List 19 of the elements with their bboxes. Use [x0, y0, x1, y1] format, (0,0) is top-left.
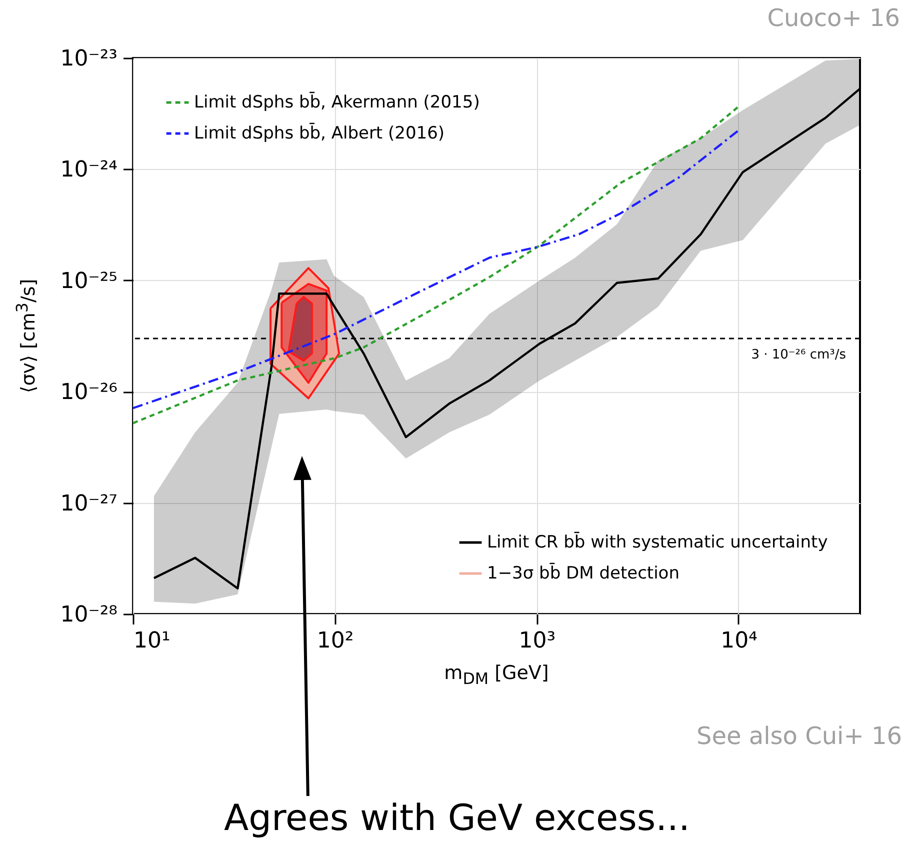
legend-label: Limit dSphs bb̄, Akermann (2015)	[194, 91, 480, 112]
x-axis-title: m$_{DM}$ [GeV]	[444, 662, 549, 688]
legend-label: 1−3σ bb̄ DM detection	[487, 562, 680, 584]
x-tick-label: 10³	[518, 628, 556, 654]
x-tick-label: 10²	[316, 628, 354, 654]
y-tick-label: 10⁻²³	[60, 46, 118, 72]
text: Cuoco+ 16	[767, 4, 900, 32]
legend-label: Limit CR bb̄ with systematic uncertainty	[487, 531, 828, 552]
y-tick-label: 10⁻²⁷	[60, 491, 118, 516]
y-tick-label: 10⁻²⁴	[60, 158, 118, 183]
text: See also Cui+ 16	[696, 722, 902, 750]
x-tick-label: 10⁴	[720, 628, 758, 654]
ref-line-label: 3 · 10⁻²⁶ cm³/s	[751, 348, 846, 363]
y-tick-label: 10⁻²⁸	[60, 602, 118, 628]
y-tick-label: 10⁻²⁵	[60, 268, 118, 294]
legend-label: Limit dSphs bb̄, Albert (2016)	[194, 122, 445, 144]
x-tick-label: 10¹	[134, 628, 170, 654]
y-tick-label: 10⁻²⁶	[60, 380, 118, 406]
text: Agrees with GeV excess...	[224, 798, 690, 839]
